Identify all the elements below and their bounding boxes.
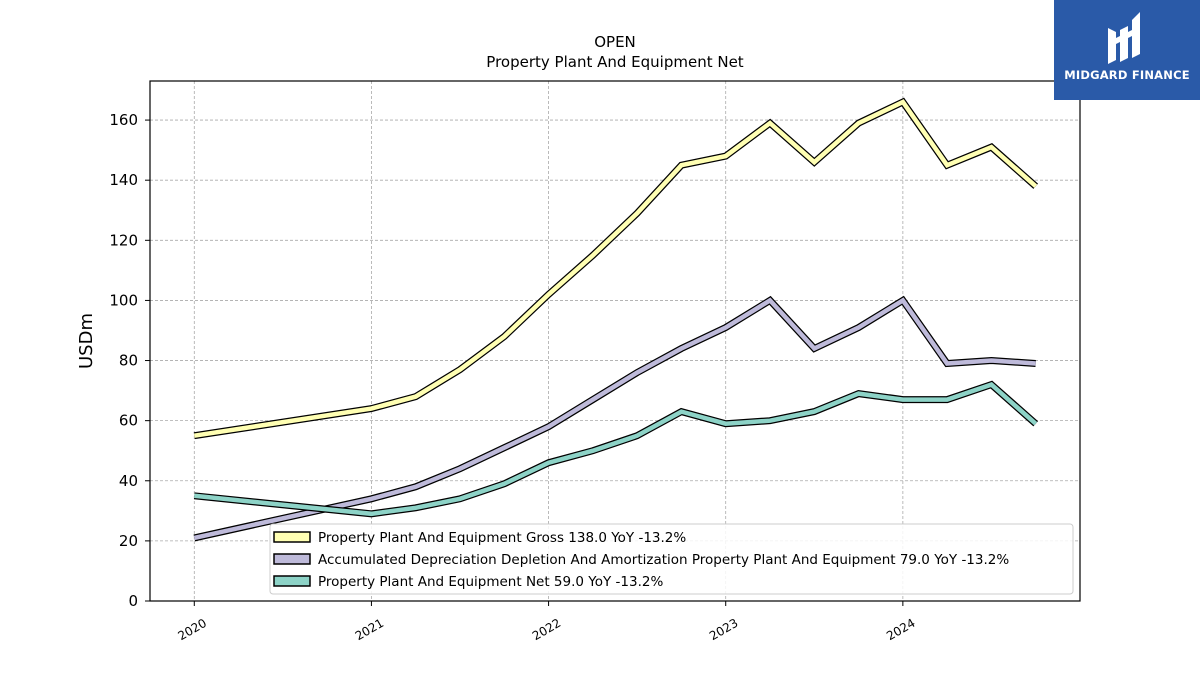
midgard-logo-icon [1108, 12, 1140, 64]
legend-swatch [273, 553, 311, 565]
x-tick-label: 2022 [530, 616, 563, 643]
series-1-line [193, 97, 1039, 440]
y-axis-label: USDm [76, 313, 97, 369]
series-stroke [194, 382, 1038, 517]
y-tick-label: 40 [119, 472, 138, 490]
series-stroke [193, 297, 1036, 541]
series-3-line [193, 380, 1039, 518]
plot-frame [149, 80, 1081, 602]
x-tick-label: 2020 [176, 616, 209, 643]
y-tick-label: 140 [109, 171, 138, 189]
y-tick-label: 120 [109, 231, 138, 249]
legend-swatch [273, 575, 311, 587]
brand-logo: MIDGARD FINANCE [1054, 0, 1200, 100]
brand-name: MIDGARD FINANCE [1064, 68, 1190, 82]
y-tick-label: 80 [119, 352, 138, 370]
chart-title: OPEN [594, 33, 636, 51]
chart-subtitle: Property Plant And Equipment Net [486, 53, 743, 71]
series-layer [193, 97, 1039, 542]
legend-swatch [273, 531, 311, 543]
series-outline [193, 380, 1039, 518]
x-tick-label: 2024 [884, 616, 917, 643]
y-tick-label: 100 [109, 291, 138, 309]
series-stroke [193, 99, 1038, 438]
y-tick-label: 160 [109, 111, 138, 129]
y-tick-label: 0 [128, 592, 138, 610]
legend-label: Property Plant And Equipment Gross 138.0… [318, 530, 686, 546]
x-tick-label: 2021 [353, 616, 386, 643]
x-axis: 2020 2021 2022 2023 2024 [176, 601, 918, 643]
legend-label: Accumulated Depreciation Depletion And A… [318, 552, 1009, 568]
legend: Property Plant And Equipment Gross 138.0… [269, 523, 1074, 595]
y-axis: 0 20 40 60 80 100 120 140 160 [109, 111, 150, 610]
legend-box [269, 523, 1074, 595]
y-tick-label: 20 [119, 532, 138, 550]
series-2-line [193, 295, 1036, 542]
x-tick-label: 2023 [707, 616, 740, 643]
y-tick-label: 60 [119, 412, 138, 430]
legend-label: Property Plant And Equipment Net 59.0 Yo… [318, 574, 663, 590]
